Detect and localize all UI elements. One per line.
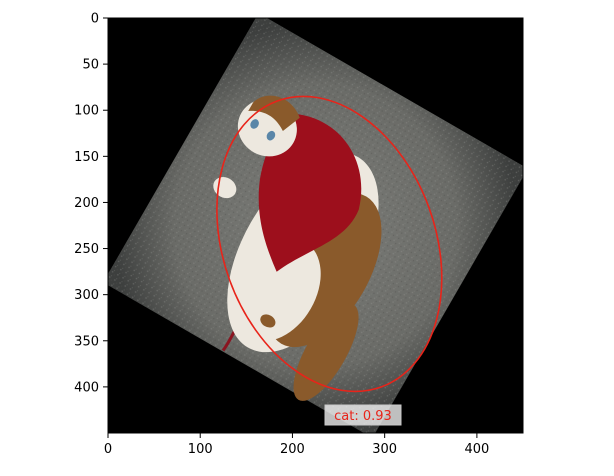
- cat: [213, 95, 382, 401]
- y-tick-label: 300: [74, 288, 99, 303]
- x-tick-label: 300: [372, 442, 397, 457]
- x-tick-label: 100: [188, 442, 213, 457]
- y-tick-label: 0: [91, 12, 99, 27]
- cat-eye-left: [250, 119, 259, 129]
- x-tick-label: 0: [104, 442, 112, 457]
- y-tick-label: 400: [74, 380, 99, 395]
- detection-label-text: cat: 0.93: [334, 409, 392, 424]
- cat-head-brown: [248, 95, 300, 132]
- y-tick-label: 250: [74, 242, 99, 257]
- x-axis: 0 100 200 300 400: [104, 433, 489, 457]
- axes-frame: [107, 17, 524, 434]
- y-axis: 0 50 100 150 200 250 300 350 400: [74, 12, 108, 395]
- y-tick-label: 350: [74, 334, 99, 349]
- rotated-photo: [108, 18, 523, 433]
- cat-paw-mid: [233, 261, 257, 285]
- cat-tail: [293, 303, 359, 401]
- x-tick-label: 400: [464, 442, 489, 457]
- x-tick-label: 200: [280, 442, 305, 457]
- y-tick-label: 100: [74, 104, 99, 119]
- cat-paw-back-spot: [260, 314, 276, 328]
- y-tick-label: 200: [74, 196, 99, 211]
- detection-label: cat: 0.93: [324, 404, 402, 426]
- y-tick-label: 50: [82, 58, 99, 73]
- detection-ellipse: [216, 95, 443, 393]
- cat-eye-right: [266, 130, 276, 141]
- y-tick-label: 150: [74, 150, 99, 165]
- detection-label-box: [324, 404, 402, 426]
- photo-image: [108, 18, 523, 433]
- cat-cape: [258, 113, 362, 272]
